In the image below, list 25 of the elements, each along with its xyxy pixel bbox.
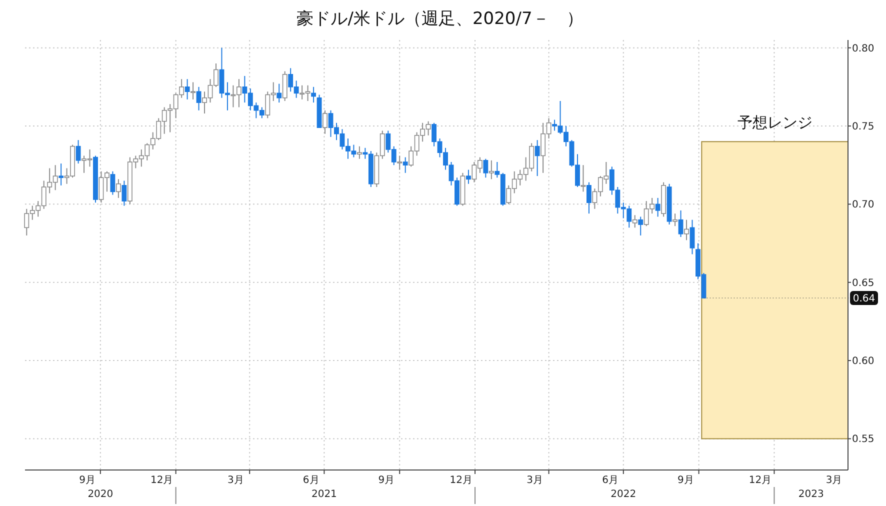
y-tick-label: 0.70 [852,200,874,211]
y-tick-label: 0.65 [852,278,874,289]
band-label: 予想レンジ [737,114,812,132]
x-tick-label: 3月 [227,475,244,486]
x2-tick-label: 2022 [610,489,636,500]
x-tick-label: 12月 [150,475,174,486]
annotation: 0.64 [703,291,878,305]
x-tick-label: 12月 [748,475,772,486]
x-tick-label: 3月 [826,475,842,486]
y-tick-label: 0.60 [852,356,874,368]
x2-tick-label: 2021 [311,489,337,500]
y-tick-label: 0.55 [852,434,874,446]
x-tick-label: 6月 [602,475,618,486]
annotation: 0.64 [852,294,876,304]
x-tick-label: 6月 [302,475,320,486]
x-tick-label: 9月 [678,475,694,486]
title: 豪ドル/米ドル（週足、2020/7－ ） [296,9,584,29]
x-tick-label: 3月 [526,475,544,486]
y-tick-label: 0.75 [852,122,874,132]
x2-tick-label: 2023 [798,489,824,500]
x2-tick-label: 2020 [88,489,114,500]
y-tick-label: 0.80 [852,43,874,54]
x-tick-label: 9月 [378,475,395,486]
x-tick-label: 12月 [450,475,472,486]
x-tick-label: 9月 [79,475,96,486]
